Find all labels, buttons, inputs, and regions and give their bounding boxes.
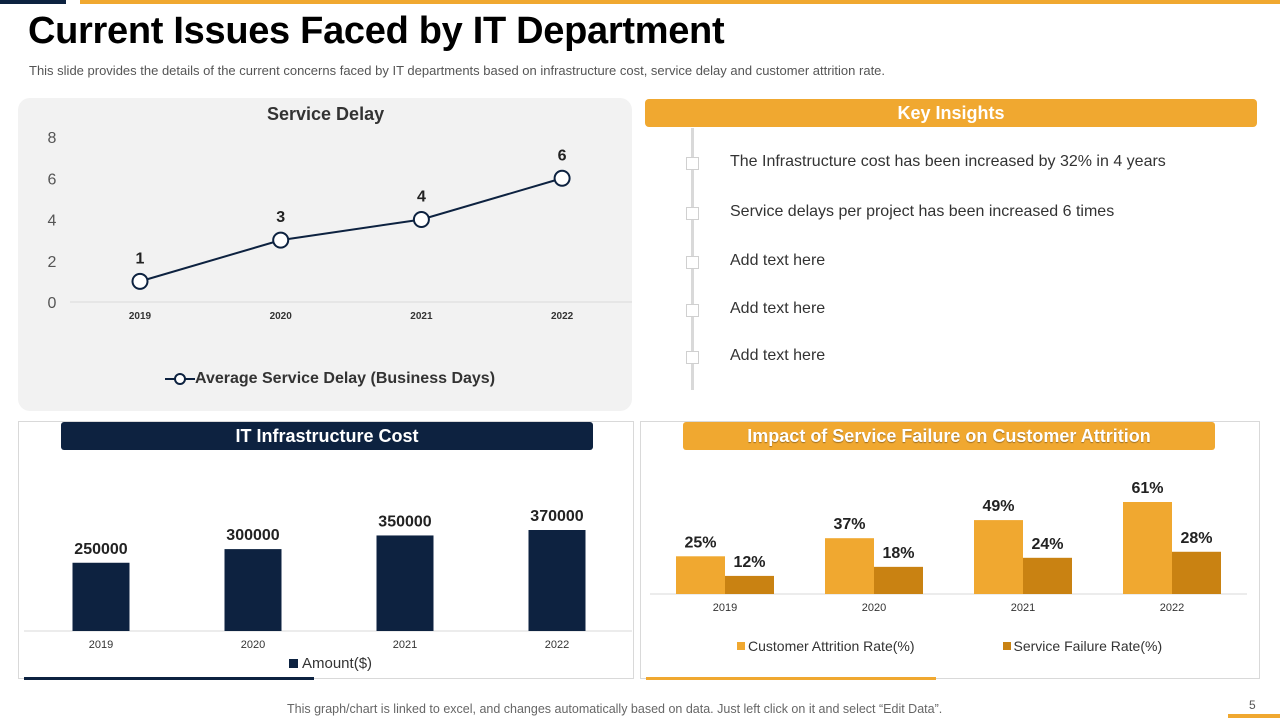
slide-subtitle: This slide provides the details of the c… [29,63,886,78]
slide-title: Current Issues Faced by IT Department [28,10,725,52]
insight-bullet-icon [686,207,699,220]
infrastructure-cost-legend-label: Amount($) [302,655,373,672]
insight-item: Add text here [730,300,826,317]
page-number-accent [1228,714,1280,718]
legend-swatch-failure [1002,642,1011,650]
top-accent-bar-gold [80,0,1280,4]
attrition-legend-label-2: Service Failure Rate(%) [1013,638,1163,654]
key-insights-header: Key Insights [645,99,1257,127]
service-delay-chart-title: Service Delay [267,104,385,124]
bottom-accent-navy [24,677,314,680]
infrastructure-cost-panel [18,421,634,679]
insight-item: Add text here [730,347,826,364]
infrastructure-cost-legend: Amount($) [289,655,372,672]
insight-item: Service delays per project has been incr… [730,203,1115,220]
insight-bullet-icon [686,351,699,364]
insight-bullet-icon [686,304,699,317]
service-delay-legend: Average Service Delay (Business Days) [165,370,495,388]
page-number: 5 [1249,698,1256,712]
bottom-accent-gold [646,677,936,680]
legend-line-marker-icon [165,373,195,385]
footer-note: This graph/chart is linked to excel, and… [287,702,943,716]
insight-bullet-icon [686,157,699,170]
attrition-header: Impact of Service Failure on Customer At… [683,422,1215,450]
legend-swatch-amount [289,659,298,668]
legend-swatch-attrition [737,642,745,650]
attrition-legend: Customer Attrition Rate(%) Service Failu… [737,638,1162,654]
service-delay-panel [18,98,632,411]
service-delay-legend-label: Average Service Delay (Business Days) [195,370,496,387]
infrastructure-cost-header: IT Infrastructure Cost [61,422,593,450]
attrition-legend-label-1: Customer Attrition Rate(%) [748,638,915,654]
top-accent-bar-navy [0,0,66,4]
insight-item: Add text here [730,252,826,269]
insight-item: The Infrastructure cost has been increas… [730,153,1166,170]
insight-bullet-icon [686,256,699,269]
